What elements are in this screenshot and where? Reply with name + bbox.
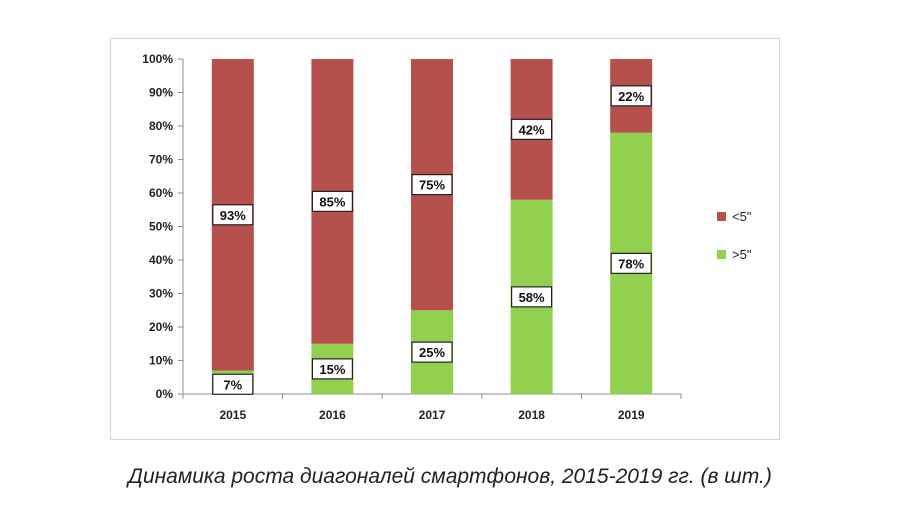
data-label-gt5-2018: 58% (519, 290, 545, 305)
data-label-gt5-2016-box (311, 358, 353, 380)
y-tick-label: 70% (149, 153, 173, 167)
stacked-bar-chart: 0% 10% 20% 30% 40% 50% 60% 70% 80% 90% 100% 2015 7% 9… (142, 52, 752, 422)
x-tick-label: 2015 (219, 408, 246, 422)
data-label-lt5-2018-box (511, 118, 553, 140)
data-label-lt5-2015: 93% (220, 208, 246, 223)
data-label-lt5-2019-box (610, 85, 652, 107)
data-label-lt5-2018: 42% (519, 122, 545, 137)
y-tick-label: 40% (149, 253, 173, 267)
y-tick-label: 20% (149, 320, 173, 334)
data-label-gt5-2016: 15% (319, 362, 345, 377)
legend-label-0: <5" (732, 209, 752, 224)
data-label-lt5-2019: 22% (618, 89, 644, 104)
data-label-gt5-2018-box (511, 286, 553, 308)
legend-swatch-1 (717, 250, 726, 259)
x-tick-label: 2016 (319, 408, 346, 422)
x-tick-label: 2019 (618, 408, 645, 422)
y-tick-label: 60% (149, 186, 173, 200)
data-label-lt5-2016: 85% (319, 194, 345, 209)
y-tick-label: 10% (149, 354, 173, 368)
chart-caption: Динамика роста диагоналей смартфонов, 20… (128, 465, 772, 488)
y-tick-label: 50% (149, 220, 173, 234)
data-label-lt5-2016-box (311, 190, 353, 212)
data-label-lt5-2017-box (411, 174, 453, 196)
data-label-gt5-2019-box (610, 252, 652, 274)
data-label-gt5-2019: 78% (618, 256, 644, 271)
data-label-lt5-2015-box (212, 204, 254, 226)
data-label-gt5-2015: 7% (223, 377, 242, 392)
y-tick-label: 80% (149, 119, 173, 133)
chart-frame: 0% 10% 20% 30% 40% 50% 60% 70% 80% 90% 100% 2015 7% 9… (110, 38, 780, 440)
data-label-gt5-2017: 25% (419, 345, 445, 360)
data-label-gt5-2017-box (411, 341, 453, 363)
y-tick-label: 90% (149, 86, 173, 100)
x-tick-label: 2018 (518, 408, 545, 422)
data-label-lt5-2017: 75% (419, 178, 445, 193)
y-tick-label: 0% (156, 387, 174, 401)
legend-swatch-0 (717, 212, 726, 221)
y-tick-label: 30% (149, 287, 173, 301)
legend-label-1: >5" (732, 247, 752, 262)
y-tick-label: 100% (142, 52, 173, 66)
x-tick-label: 2017 (419, 408, 446, 422)
data-label-gt5-2015-box (212, 373, 254, 395)
